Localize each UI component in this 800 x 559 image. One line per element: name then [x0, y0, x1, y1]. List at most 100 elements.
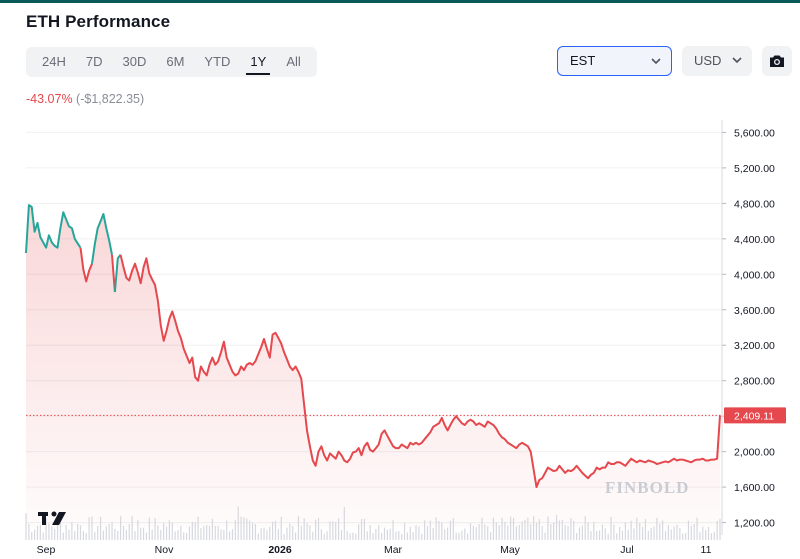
volume-bar — [449, 520, 452, 540]
chevron-down-icon — [651, 58, 661, 65]
timezone-select[interactable]: EST — [557, 46, 672, 76]
volume-bar — [616, 533, 618, 540]
volume-bar — [94, 531, 96, 540]
volume-bar — [174, 531, 176, 540]
volume-bar — [555, 514, 558, 540]
volume-bar — [647, 530, 649, 540]
volume-bar — [28, 523, 30, 540]
volume-bar — [309, 525, 311, 540]
volume-bar — [272, 521, 274, 540]
volume-bar — [452, 518, 454, 540]
volume-bar — [710, 533, 712, 540]
volume-bar — [409, 526, 411, 540]
volume-bar — [346, 530, 348, 540]
price-line — [113, 254, 122, 293]
volume-bar — [306, 523, 308, 540]
volume-bar — [676, 524, 678, 540]
volume-bar — [277, 529, 279, 540]
volume-bar — [125, 529, 127, 540]
volume-bar — [679, 528, 681, 540]
volume-bar — [140, 527, 142, 540]
volume-bar — [461, 530, 463, 540]
volume-bar — [360, 519, 363, 540]
performance-percent: -43.07% — [26, 92, 73, 106]
volume-bar — [323, 533, 325, 540]
range-button-1y[interactable]: 1Y — [240, 47, 276, 77]
volume-bar — [148, 517, 150, 540]
volume-bar — [177, 529, 179, 540]
volume-bar — [576, 533, 578, 540]
volume-bar — [578, 527, 581, 540]
top-accent-bar — [0, 0, 800, 3]
volume-bar — [538, 519, 540, 540]
volume-bar — [315, 519, 317, 540]
screenshot-button[interactable] — [762, 46, 792, 76]
volume-bar — [243, 517, 245, 540]
volume-bar — [392, 519, 394, 540]
volume-bar — [530, 524, 532, 540]
volume-bar — [601, 524, 604, 540]
volume-bar — [223, 529, 225, 540]
volume-bar — [690, 525, 692, 540]
y-tick-label: 4,000.00 — [734, 269, 775, 281]
y-tick-label: 1,200.00 — [734, 518, 775, 530]
currency-select[interactable]: USD — [682, 46, 752, 76]
volume-bar — [564, 524, 566, 540]
volume-bar — [163, 523, 165, 540]
volume-bar — [56, 519, 59, 540]
volume-bar — [286, 527, 288, 540]
range-button-ytd[interactable]: YTD — [204, 54, 231, 69]
volume-bar — [604, 528, 606, 540]
volume-bar — [495, 522, 497, 540]
volume-bar — [203, 526, 205, 540]
volume-bar — [36, 526, 39, 540]
volume-bar — [151, 529, 153, 540]
volume-bar — [421, 533, 423, 540]
volume-bar — [684, 532, 687, 540]
volume-bar — [587, 522, 589, 540]
volume-bar — [610, 516, 612, 540]
volume-bar — [567, 526, 569, 540]
volume-bar — [39, 524, 41, 540]
volume-bar — [294, 532, 297, 540]
volume-bar — [398, 531, 400, 540]
currency-value: USD — [694, 53, 722, 68]
volume-bar — [77, 523, 79, 540]
volume-bar — [664, 531, 667, 540]
volume-bar — [332, 521, 334, 540]
volume-bar — [624, 522, 626, 540]
range-button-6m[interactable]: 6M — [166, 54, 185, 69]
volume-bar — [122, 525, 125, 540]
volume-bar — [467, 533, 469, 540]
volume-bar — [412, 532, 414, 540]
volume-bar — [114, 528, 116, 540]
volume-bar — [475, 527, 477, 540]
range-button-30d[interactable]: 30D — [122, 54, 147, 69]
volume-bar — [705, 529, 707, 540]
volume-bar — [444, 529, 446, 540]
volume-bar — [154, 518, 156, 540]
volume-bar — [389, 528, 391, 540]
chevron-down-icon — [732, 57, 742, 64]
volume-bar — [349, 533, 351, 540]
volume-bar — [283, 533, 285, 540]
volume-bar — [498, 525, 500, 540]
volume-bar — [641, 526, 644, 540]
volume-bar — [269, 526, 271, 540]
range-button-all[interactable]: All — [286, 54, 301, 69]
volume-bar — [48, 523, 50, 540]
volume-bar — [702, 526, 704, 540]
volume-bar — [662, 520, 664, 540]
volume-bar — [426, 525, 429, 540]
volume-bar — [54, 528, 56, 540]
volume-bar — [550, 524, 552, 540]
price-line — [91, 213, 113, 264]
volume-bar — [630, 520, 632, 540]
volume-bar — [168, 520, 170, 540]
volume-bar — [280, 516, 282, 540]
volume-bar — [358, 524, 360, 540]
range-button-7d[interactable]: 7D — [85, 54, 103, 69]
range-button-24h[interactable]: 24H — [42, 54, 66, 69]
volume-bar — [401, 533, 403, 540]
volume-bar — [667, 525, 669, 540]
